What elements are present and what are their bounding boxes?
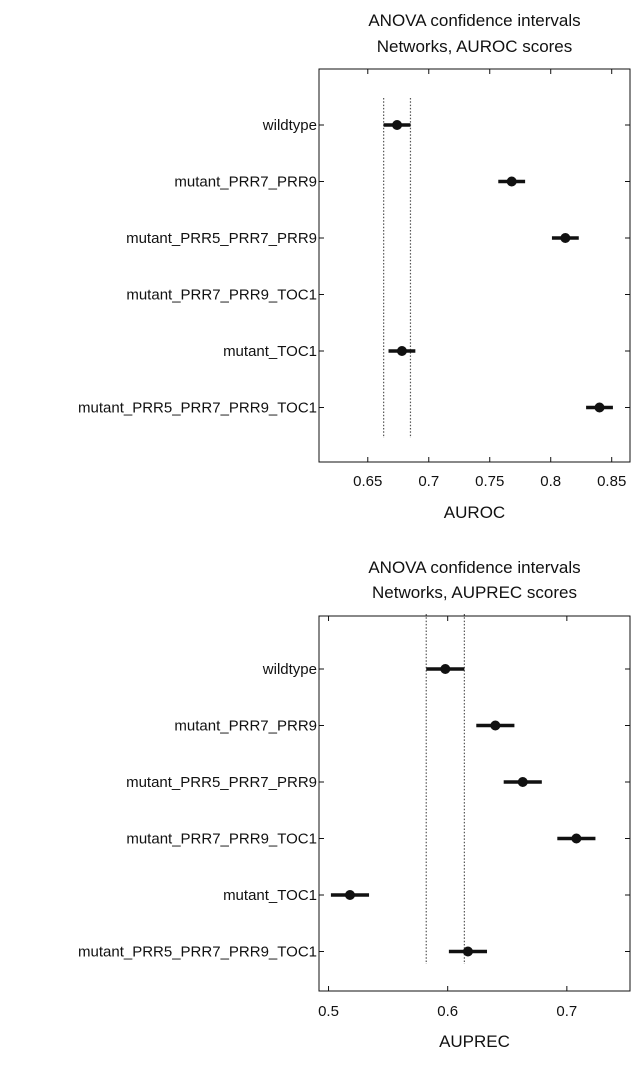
chart-title-line: ANOVA confidence intervals bbox=[368, 11, 580, 30]
x-tick-label: 0.5 bbox=[318, 1003, 339, 1020]
category-label: mutant_PRR5_PRR7_PRR9 bbox=[126, 774, 317, 791]
mean-point bbox=[396, 346, 407, 356]
category-label: mutant_PRR7_PRR9 bbox=[174, 718, 317, 735]
category-label: mutant_PRR5_PRR7_PRR9_TOC1 bbox=[78, 400, 317, 417]
x-axis-label: AUPREC bbox=[439, 1032, 510, 1051]
plot-frame bbox=[318, 615, 631, 992]
chart-title-line: ANOVA confidence intervals bbox=[368, 558, 580, 577]
plot-frame bbox=[318, 68, 631, 463]
mean-point bbox=[462, 946, 473, 957]
mean-point bbox=[490, 720, 501, 731]
mean-point bbox=[560, 233, 571, 243]
x-tick-label: 0.65 bbox=[353, 473, 382, 490]
mean-point bbox=[571, 833, 582, 844]
x-tick-label: 0.8 bbox=[540, 473, 561, 490]
category-label: mutant_PRR5_PRR7_PRR9_TOC1 bbox=[78, 944, 317, 961]
chart-title-line: Networks, AUPREC scores bbox=[372, 583, 577, 602]
mean-point bbox=[392, 120, 403, 130]
mean-point bbox=[440, 664, 451, 674]
category-label: mutant_PRR7_PRR9_TOC1 bbox=[126, 287, 317, 304]
x-tick-label: 0.7 bbox=[418, 473, 439, 490]
auroc-chart: ANOVA confidence intervals Networks, AURO… bbox=[78, 11, 631, 522]
mean-point bbox=[594, 402, 605, 413]
category-label: wildtype bbox=[262, 661, 317, 678]
category-label: mutant_PRR7_PRR9_TOC1 bbox=[126, 831, 317, 848]
category-label: mutant_TOC1 bbox=[223, 343, 317, 360]
auprec-chart: ANOVA confidence intervals Networks, AUPR… bbox=[78, 558, 631, 1051]
x-axis-label: AUROC bbox=[444, 503, 505, 522]
mean-point bbox=[344, 890, 355, 900]
category-label: mutant_TOC1 bbox=[223, 887, 317, 904]
x-tick-label: 0.75 bbox=[475, 473, 504, 490]
chart-title-line: Networks, AUROC scores bbox=[377, 37, 573, 56]
category-label: mutant_PRR7_PRR9 bbox=[174, 174, 317, 191]
x-tick-label: 0.6 bbox=[437, 1003, 458, 1020]
mean-point bbox=[506, 176, 517, 187]
mean-point bbox=[517, 777, 528, 787]
category-label: mutant_PRR5_PRR7_PRR9 bbox=[126, 230, 317, 247]
x-tick-label: 0.85 bbox=[597, 473, 626, 490]
x-tick-label: 0.7 bbox=[556, 1003, 577, 1020]
category-label: wildtype bbox=[262, 117, 317, 134]
